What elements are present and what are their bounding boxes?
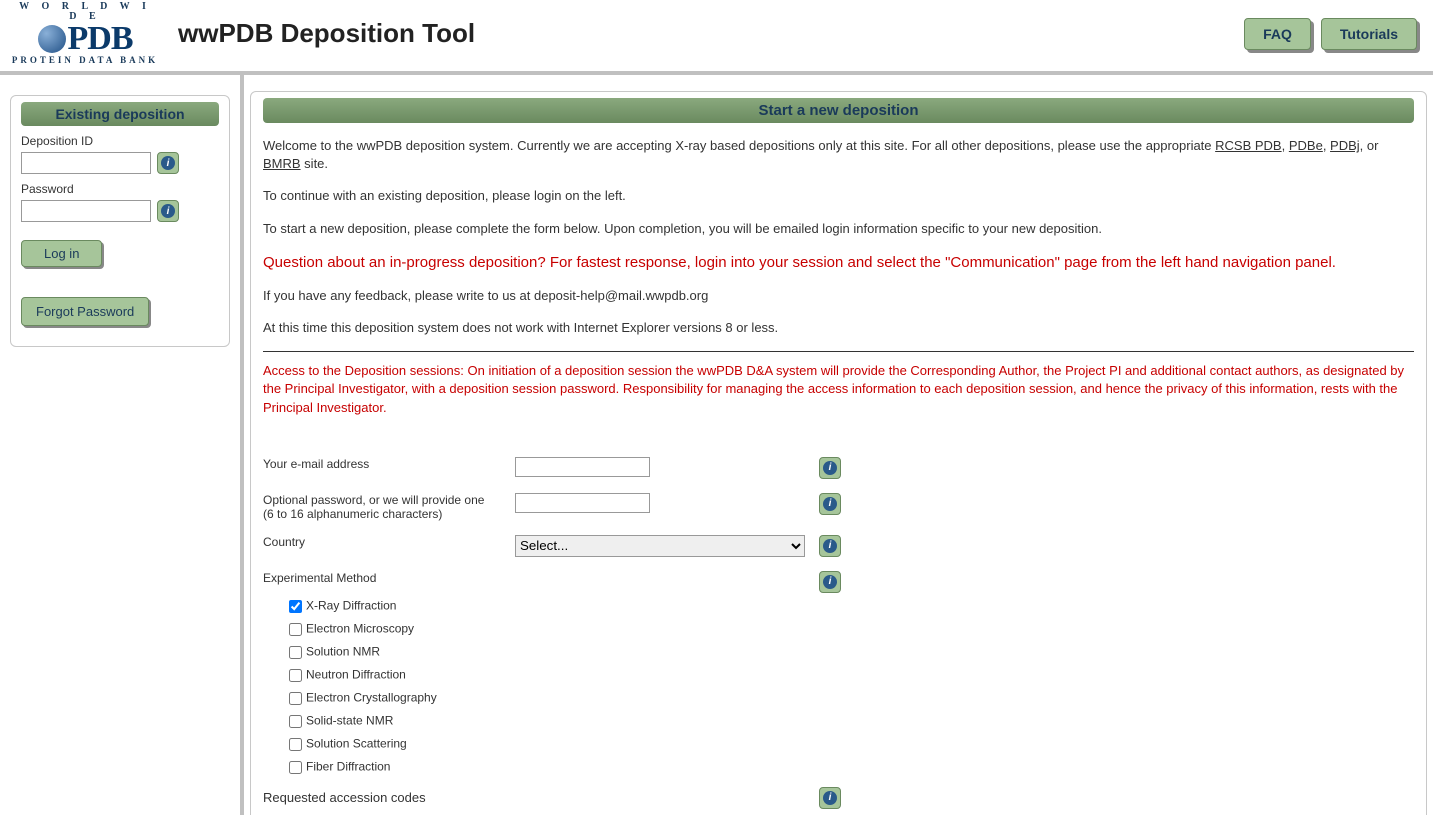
info-icon: i [823, 497, 837, 511]
link-pdbj[interactable]: PDBj [1330, 138, 1360, 153]
ie-notice-paragraph: At this time this deposition system does… [263, 319, 1414, 337]
method-item: X-Ray Diffraction [285, 597, 1414, 616]
red-notice-communication: Question about an in-progress deposition… [263, 252, 1414, 273]
forgot-password-button[interactable]: Forgot Password [21, 297, 149, 326]
password-input[interactable] [21, 200, 151, 222]
method-checkbox[interactable] [289, 646, 302, 659]
experimental-method-list: X-Ray Diffraction Electron Microscopy Solu… [285, 597, 1414, 777]
info-icon: i [823, 575, 837, 589]
faq-button[interactable]: FAQ [1244, 18, 1311, 50]
password-info-button[interactable]: i [157, 200, 179, 222]
optional-password-input[interactable] [515, 493, 650, 513]
feedback-paragraph: If you have any feedback, please write t… [263, 287, 1414, 305]
intro-paragraph-3: To start a new deposition, please comple… [263, 220, 1414, 238]
method-label: Solution NMR [306, 644, 380, 658]
logo-mid: PDB [10, 22, 160, 56]
logo-top-text: W O R L D W I D E [10, 2, 160, 22]
p1-text-a: Welcome to the wwPDB deposition system. … [263, 138, 1215, 153]
intro-paragraph-2: To continue with an existing deposition,… [263, 187, 1414, 205]
method-label: Neutron Diffraction [306, 667, 406, 681]
new-deposition-form: Your e-mail address i Optional password,… [263, 457, 1414, 593]
experimental-method-label: Experimental Method [263, 571, 511, 585]
email-input[interactable] [515, 457, 650, 477]
country-select[interactable]: Select... [515, 535, 805, 557]
sidebar-existing-deposition: Existing deposition Deposition ID i Pass… [10, 95, 230, 347]
info-icon: i [161, 204, 175, 218]
logo-pdb-text: PDB [68, 22, 133, 56]
main-panel-title: Start a new deposition [263, 98, 1414, 123]
link-bmrb[interactable]: BMRB [263, 156, 301, 171]
country-info-button[interactable]: i [819, 535, 841, 557]
p1-site: site. [301, 156, 328, 171]
intro-paragraph-1: Welcome to the wwPDB deposition system. … [263, 137, 1414, 173]
main-panel: Start a new deposition Welcome to the ww… [250, 91, 1427, 815]
optional-password-info-button[interactable]: i [819, 493, 841, 515]
method-item: Solution Scattering [285, 735, 1414, 754]
method-checkbox[interactable] [289, 738, 302, 751]
logo-bottom-text: PROTEIN DATA BANK [10, 56, 160, 65]
deposition-id-input[interactable] [21, 152, 151, 174]
sidebar-panel-title: Existing deposition [21, 102, 219, 126]
login-button[interactable]: Log in [21, 240, 102, 267]
optpw-label-line1: Optional password, or we will provide on… [263, 493, 484, 507]
accession-codes-info-button[interactable]: i [819, 787, 841, 809]
method-item: Fiber Diffraction [285, 758, 1414, 777]
method-item: Electron Crystallography [285, 689, 1414, 708]
link-rcsb-pdb[interactable]: RCSB PDB [1215, 138, 1281, 153]
method-checkbox[interactable] [289, 761, 302, 774]
page-title: wwPDB Deposition Tool [178, 18, 475, 49]
wwpdb-logo: W O R L D W I D E PDB PROTEIN DATA BANK [10, 2, 160, 65]
method-label: X-Ray Diffraction [306, 598, 396, 612]
email-label: Your e-mail address [263, 457, 511, 471]
method-item: Solution NMR [285, 643, 1414, 662]
method-label: Electron Microscopy [306, 621, 414, 635]
method-label: Solid-state NMR [306, 713, 393, 727]
optional-password-label: Optional password, or we will provide on… [263, 493, 511, 521]
link-pdbe[interactable]: PDBe [1289, 138, 1323, 153]
password-label: Password [21, 182, 219, 196]
deposition-id-label: Deposition ID [21, 134, 219, 148]
content-area[interactable]: Start a new deposition Welcome to the ww… [240, 75, 1433, 815]
top-header: W O R L D W I D E PDB PROTEIN DATA BANK … [0, 0, 1433, 75]
red-access-notice: Access to the Deposition sessions: On in… [263, 362, 1414, 417]
header-right: FAQ Tutorials [1244, 18, 1423, 50]
globe-icon [38, 25, 66, 53]
experimental-method-info-button[interactable]: i [819, 571, 841, 593]
tutorials-button[interactable]: Tutorials [1321, 18, 1417, 50]
method-item: Neutron Diffraction [285, 666, 1414, 685]
optpw-label-line2: (6 to 16 alphanumeric characters) [263, 507, 442, 521]
method-checkbox[interactable] [289, 715, 302, 728]
method-item: Electron Microscopy [285, 620, 1414, 639]
email-info-button[interactable]: i [819, 457, 841, 479]
deposition-id-field: Deposition ID i [21, 134, 219, 174]
method-item: Solid-state NMR [285, 712, 1414, 731]
password-field: Password i [21, 182, 219, 222]
body-layout: Existing deposition Deposition ID i Pass… [0, 75, 1433, 815]
separator [263, 351, 1414, 352]
info-icon: i [823, 539, 837, 553]
country-label: Country [263, 535, 511, 549]
method-checkbox[interactable] [289, 669, 302, 682]
info-icon: i [823, 461, 837, 475]
method-checkbox[interactable] [289, 623, 302, 636]
method-label: Solution Scattering [306, 736, 407, 750]
header-left: W O R L D W I D E PDB PROTEIN DATA BANK … [10, 2, 475, 65]
deposition-id-info-button[interactable]: i [157, 152, 179, 174]
method-checkbox[interactable] [289, 692, 302, 705]
p1-or: , or [1360, 138, 1379, 153]
accession-codes-label: Requested accession codes [263, 790, 511, 805]
method-checkbox[interactable] [289, 600, 302, 613]
method-label: Electron Crystallography [306, 690, 437, 704]
info-icon: i [161, 156, 175, 170]
method-label: Fiber Diffraction [306, 759, 390, 773]
intro-body: Welcome to the wwPDB deposition system. … [263, 137, 1414, 417]
